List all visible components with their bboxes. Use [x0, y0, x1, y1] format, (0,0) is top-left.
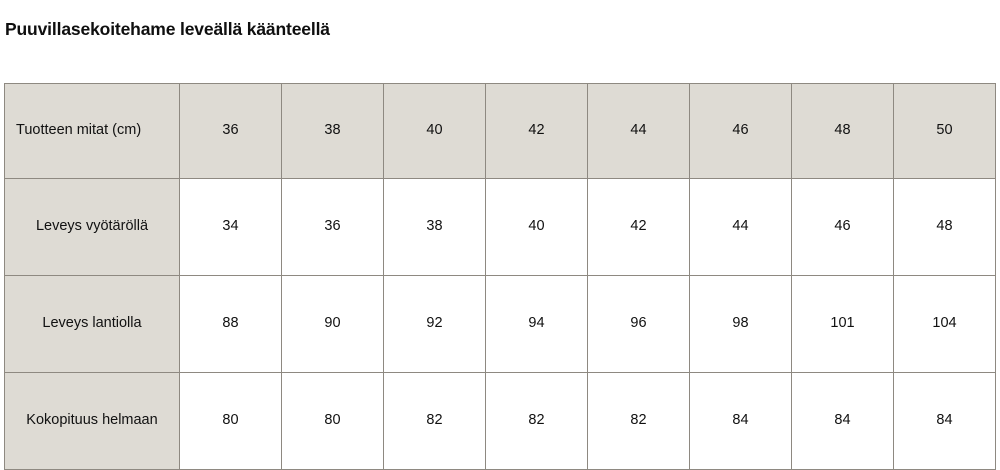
- measurement-cell: 82: [485, 372, 588, 470]
- measurement-cell: 42: [587, 178, 690, 276]
- measurement-cell: 104: [893, 275, 996, 373]
- page-title: Puuvillasekoitehame leveällä käänteellä: [5, 19, 330, 39]
- measurement-cell: 84: [893, 372, 996, 470]
- measurement-cell: 84: [791, 372, 894, 470]
- header-size-cell: 48: [791, 83, 894, 179]
- table-body: Leveys vyötäröllä 34 36 38 40 42 44 46 4…: [4, 178, 996, 470]
- header-size-cell: 46: [689, 83, 792, 179]
- measurement-cell: 88: [179, 275, 282, 373]
- measurement-cell: 36: [281, 178, 384, 276]
- table-row: Kokopituus helmaan 80 80 82 82 82 84 84 …: [4, 372, 996, 470]
- measurement-cell: 48: [893, 178, 996, 276]
- row-label: Leveys lantiolla: [4, 275, 180, 373]
- table-head: Tuotteen mitat (cm) 36 38 40 42 44 46 48…: [4, 83, 996, 179]
- measurement-cell: 98: [689, 275, 792, 373]
- measurement-cell: 40: [485, 178, 588, 276]
- header-size-cell: 44: [587, 83, 690, 179]
- header-size-cell: 42: [485, 83, 588, 179]
- header-size-cell: 40: [383, 83, 486, 179]
- measurement-cell: 96: [587, 275, 690, 373]
- size-table-container: Tuotteen mitat (cm) 36 38 40 42 44 46 48…: [4, 83, 996, 470]
- table-row: Leveys vyötäröllä 34 36 38 40 42 44 46 4…: [4, 178, 996, 276]
- measurement-cell: 80: [281, 372, 384, 470]
- measurement-cell: 38: [383, 178, 486, 276]
- row-label: Leveys vyötäröllä: [4, 178, 180, 276]
- measurement-cell: 46: [791, 178, 894, 276]
- measurement-cell: 94: [485, 275, 588, 373]
- measurement-cell: 92: [383, 275, 486, 373]
- measurement-cell: 84: [689, 372, 792, 470]
- measurement-cell: 34: [179, 178, 282, 276]
- header-size-cell: 50: [893, 83, 996, 179]
- measurement-cell: 44: [689, 178, 792, 276]
- measurement-cell: 80: [179, 372, 282, 470]
- table-row: Leveys lantiolla 88 90 92 94 96 98 101 1…: [4, 275, 996, 373]
- measurement-cell: 101: [791, 275, 894, 373]
- measurement-cell: 82: [587, 372, 690, 470]
- table-header-row: Tuotteen mitat (cm) 36 38 40 42 44 46 48…: [4, 83, 996, 179]
- header-size-cell: 38: [281, 83, 384, 179]
- header-size-cell: 36: [179, 83, 282, 179]
- header-measurements-label: Tuotteen mitat (cm): [4, 83, 180, 179]
- measurement-cell: 90: [281, 275, 384, 373]
- row-label: Kokopituus helmaan: [4, 372, 180, 470]
- measurement-cell: 82: [383, 372, 486, 470]
- product-measurements-table: Tuotteen mitat (cm) 36 38 40 42 44 46 48…: [4, 83, 996, 470]
